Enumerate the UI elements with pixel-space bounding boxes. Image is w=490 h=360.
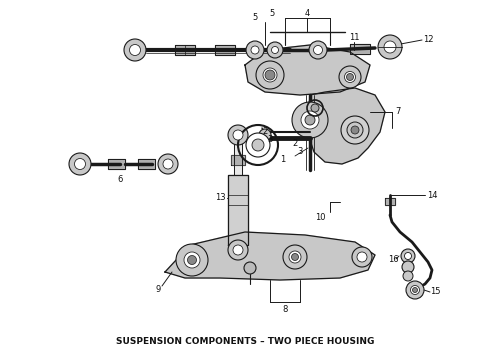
Circle shape (283, 245, 307, 269)
Circle shape (357, 252, 367, 262)
Circle shape (256, 61, 284, 89)
Text: 3: 3 (297, 148, 303, 157)
Circle shape (305, 115, 315, 125)
Circle shape (188, 256, 196, 265)
Circle shape (292, 102, 328, 138)
Circle shape (411, 285, 419, 294)
Circle shape (314, 45, 322, 54)
Circle shape (74, 158, 85, 170)
Circle shape (346, 73, 353, 81)
Text: 10: 10 (315, 212, 325, 221)
Polygon shape (245, 45, 370, 95)
Circle shape (233, 130, 243, 140)
Circle shape (401, 249, 415, 263)
Circle shape (413, 288, 417, 292)
Circle shape (301, 111, 319, 129)
Text: 9: 9 (155, 285, 161, 294)
Polygon shape (350, 44, 370, 54)
Circle shape (384, 41, 396, 53)
Circle shape (228, 125, 248, 145)
Circle shape (246, 41, 264, 59)
Text: SUSPENSION COMPONENTS – TWO PIECE HOUSING: SUSPENSION COMPONENTS – TWO PIECE HOUSIN… (116, 338, 374, 346)
Circle shape (124, 39, 146, 61)
Circle shape (228, 240, 248, 260)
Circle shape (309, 41, 327, 59)
Circle shape (271, 46, 278, 54)
Circle shape (246, 133, 270, 157)
Text: 5: 5 (252, 13, 258, 22)
Polygon shape (385, 198, 395, 205)
Polygon shape (234, 140, 242, 175)
Circle shape (347, 122, 363, 138)
Circle shape (352, 247, 372, 267)
Circle shape (251, 46, 259, 54)
Text: 8: 8 (282, 306, 288, 315)
Text: 4: 4 (304, 9, 310, 18)
Circle shape (344, 72, 356, 82)
Polygon shape (165, 232, 375, 280)
Circle shape (176, 244, 208, 276)
Circle shape (341, 116, 369, 144)
Circle shape (405, 252, 412, 260)
Circle shape (129, 45, 141, 55)
Circle shape (292, 253, 298, 261)
Circle shape (267, 42, 283, 58)
Polygon shape (231, 155, 245, 165)
Circle shape (244, 262, 256, 274)
Polygon shape (138, 159, 155, 169)
Text: 7: 7 (395, 108, 401, 117)
Circle shape (69, 153, 91, 175)
Circle shape (163, 159, 173, 169)
Circle shape (339, 66, 361, 88)
Polygon shape (215, 45, 235, 55)
Text: 12: 12 (423, 36, 433, 45)
Circle shape (252, 139, 264, 151)
Circle shape (403, 271, 413, 281)
Circle shape (259, 129, 271, 141)
Circle shape (184, 252, 200, 268)
Text: 5: 5 (270, 9, 274, 18)
Text: 3: 3 (268, 135, 273, 144)
Circle shape (289, 251, 301, 263)
Text: 16: 16 (388, 255, 398, 264)
Circle shape (351, 126, 359, 134)
Text: 14: 14 (427, 190, 437, 199)
Text: 11: 11 (349, 32, 359, 41)
Circle shape (158, 154, 178, 174)
Circle shape (311, 104, 319, 112)
Text: 6: 6 (117, 175, 122, 184)
Text: 15: 15 (430, 288, 440, 297)
Circle shape (402, 261, 414, 273)
Polygon shape (308, 88, 385, 164)
Polygon shape (108, 159, 125, 169)
Text: 2: 2 (293, 139, 297, 148)
Circle shape (233, 245, 243, 255)
Text: 13: 13 (215, 194, 225, 202)
Circle shape (378, 35, 402, 59)
Text: 1: 1 (280, 156, 286, 165)
Text: 2: 2 (262, 127, 268, 136)
Circle shape (406, 281, 424, 299)
Polygon shape (228, 175, 248, 245)
Circle shape (265, 70, 275, 80)
Polygon shape (175, 45, 195, 55)
Circle shape (263, 68, 277, 82)
